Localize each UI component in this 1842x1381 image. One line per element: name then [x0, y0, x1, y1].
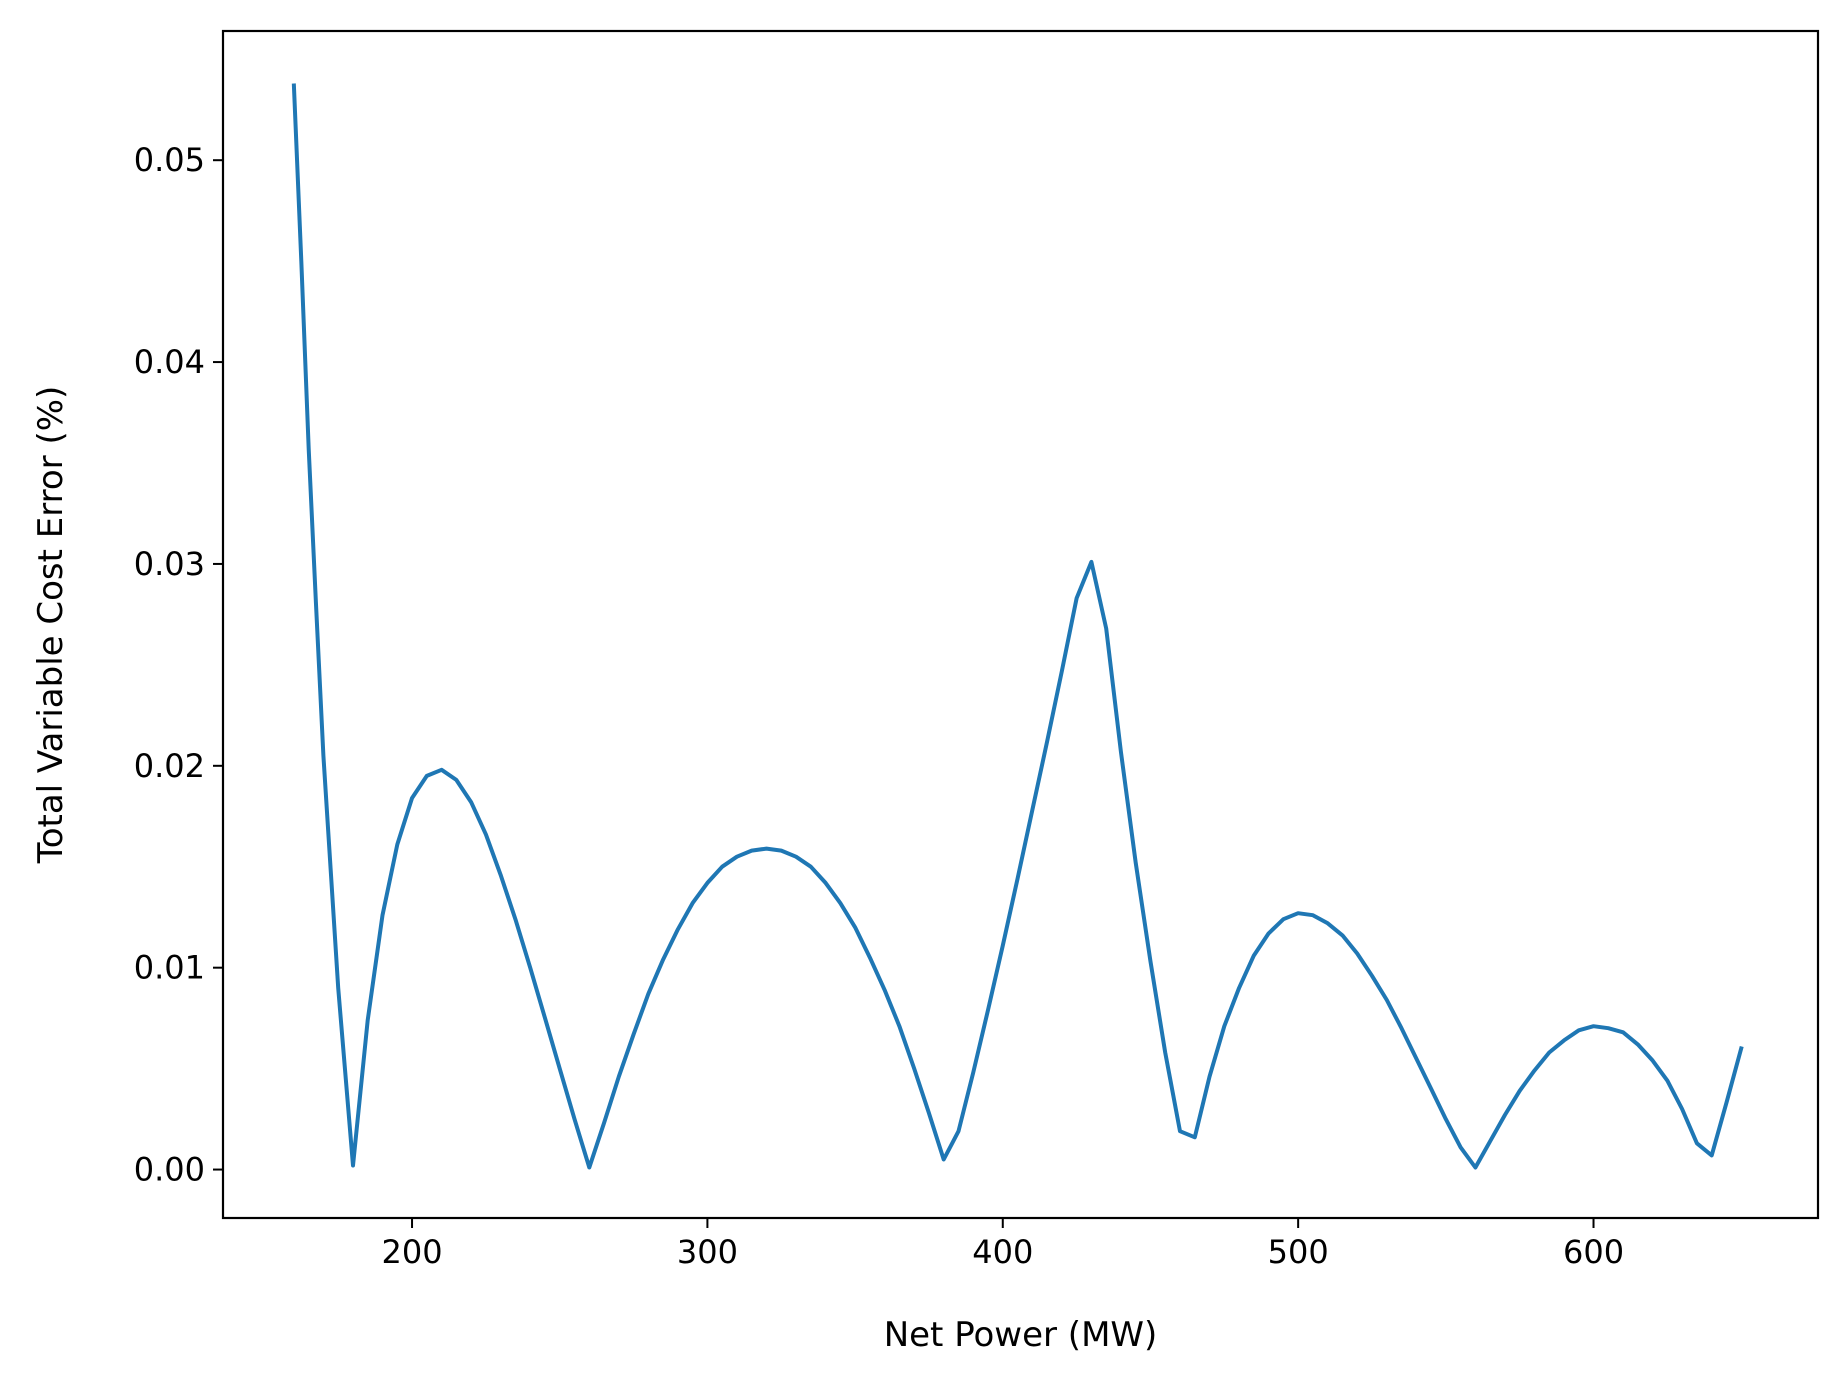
series-line [291, 83, 1744, 1170]
y-tick-label: 0.05 [134, 141, 205, 179]
x-tick-label: 600 [1563, 1233, 1624, 1271]
y-axis-label: Total Variable Cost Error (%) [31, 386, 71, 865]
x-axis-label: Net Power (MW) [884, 1315, 1158, 1355]
y-tick-label: 0.00 [134, 1151, 205, 1189]
plot-marks [291, 83, 1744, 1170]
y-tick-label: 0.01 [134, 949, 205, 987]
y-tick-label: 0.02 [134, 747, 205, 785]
x-axis-ticks: 200 300 400 500 600 [381, 1218, 1624, 1271]
plot-frame [221, 29, 1820, 1220]
x-tick-label: 500 [1268, 1233, 1329, 1271]
x-tick-label: 300 [677, 1233, 738, 1271]
x-tick-label: 400 [972, 1233, 1033, 1271]
x-tick-label: 200 [381, 1233, 442, 1271]
y-tick-label: 0.03 [134, 545, 205, 583]
y-tick-label: 0.04 [134, 343, 205, 381]
y-axis-ticks: 0.00 0.01 0.02 0.03 0.04 0.05 [134, 141, 223, 1189]
